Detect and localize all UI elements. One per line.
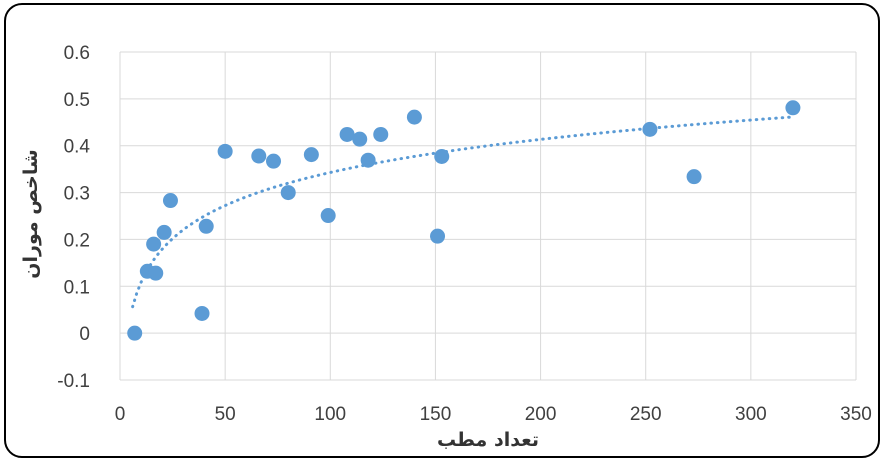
x-tick-label: 200 [525,404,557,425]
data-point [686,169,702,185]
data-point [217,143,233,159]
y-axis-title: شاخص موران [20,149,42,278]
data-point [148,265,164,281]
data-point [642,121,658,137]
data-point [198,218,214,234]
x-tick-label: 250 [630,404,662,425]
data-point [360,152,376,168]
x-tick-label: 150 [420,404,452,425]
y-tick-label: 0.4 [64,137,91,158]
data-point [303,147,319,163]
data-point [127,325,143,341]
y-tick-label: 0.1 [64,277,90,298]
data-point [194,305,210,321]
data-point [146,236,162,252]
x-tick-label: 300 [735,404,767,425]
y-axis-ticks: -0.1 0 0.1 0.2 0.3 0.4 0.5 0.6 [57,43,90,392]
data-point [434,148,450,164]
data-point [430,228,446,244]
data-point [785,100,801,116]
y-tick-label: -0.1 [57,371,90,392]
trendline [131,115,795,309]
y-tick-label: 0 [79,324,90,345]
x-axis-ticks: 0 50 100 150 200 250 300 350 [115,404,872,425]
gridlines [119,51,857,381]
x-tick-label: 100 [314,404,346,425]
data-point [162,193,178,209]
x-axis-title: تعداد مطب [437,429,539,451]
data-point [266,153,282,169]
data-points [127,100,801,341]
y-tick-label: 0.6 [64,43,90,64]
data-point [156,224,172,240]
data-point [339,126,355,142]
data-point [251,148,267,164]
y-tick-label: 0.3 [64,184,90,205]
y-tick-label: 0.2 [64,230,90,251]
data-point [352,131,368,147]
x-tick-label: 0 [115,404,126,425]
data-point [406,109,422,125]
data-point [280,185,296,201]
x-tick-label: 50 [215,404,236,425]
data-point [373,126,389,142]
x-tick-label: 350 [840,404,872,425]
data-point [320,208,336,224]
y-tick-label: 0.5 [64,90,90,111]
